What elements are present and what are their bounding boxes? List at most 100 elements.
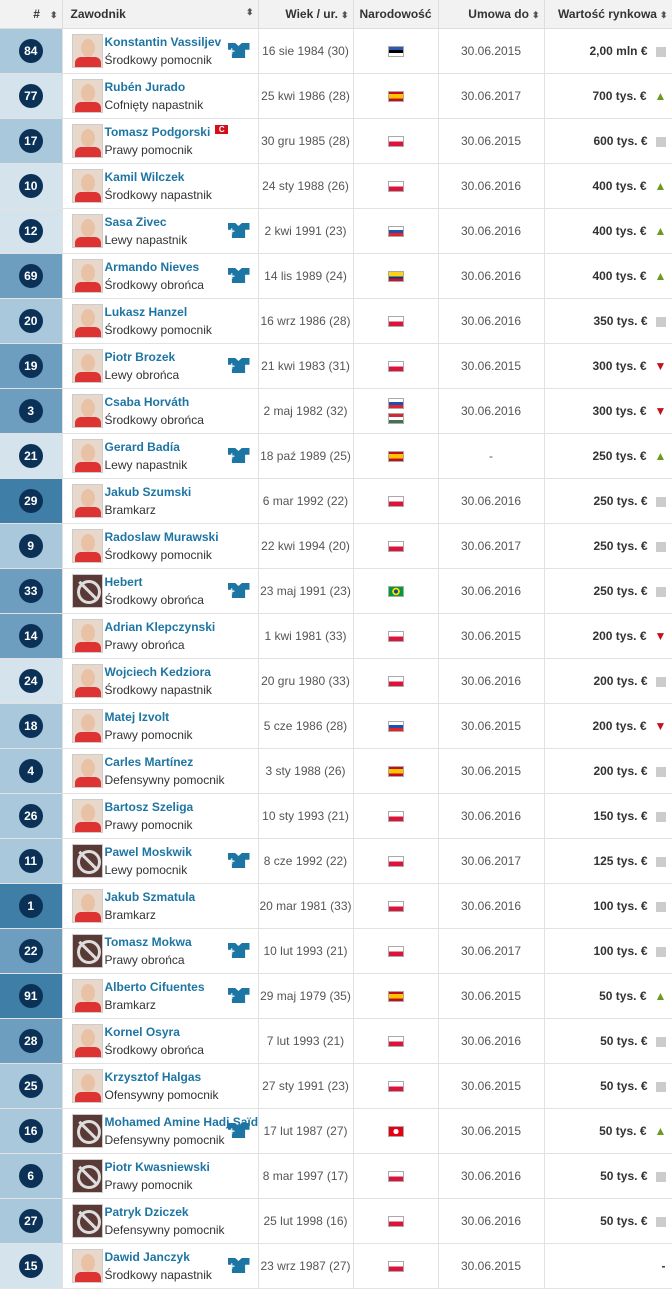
market-value[interactable]: 50 tys. € [600, 1034, 648, 1048]
player-name-link[interactable]: Bartosz Szeliga [104, 800, 194, 814]
market-value[interactable]: 200 tys. € [592, 629, 647, 643]
player-name-link[interactable]: Hebert [104, 575, 143, 589]
market-value[interactable]: 50 tys. € [600, 1079, 648, 1093]
player-name-link[interactable]: Carles Martínez [104, 755, 194, 769]
market-value[interactable]: 50 tys. € [599, 1124, 647, 1138]
market-value[interactable]: 400 tys. € [592, 269, 647, 283]
player-photo[interactable] [71, 79, 103, 113]
sort-age[interactable]: Wiek / ur. ⬍ [258, 0, 354, 29]
birth-date: 6 mar 1992 (22) [258, 478, 354, 524]
market-value[interactable]: 2,00 mln € [589, 44, 648, 58]
player-photo[interactable] [71, 484, 103, 518]
new-arrival-jersey-icon[interactable] [227, 223, 250, 238]
market-value[interactable]: 50 tys. € [600, 1169, 648, 1183]
player-photo[interactable] [71, 1249, 103, 1283]
market-value[interactable]: 100 tys. € [593, 944, 648, 958]
market-value[interactable]: 50 tys. € [600, 1214, 648, 1228]
player-photo[interactable] [71, 34, 103, 68]
player-name-link[interactable]: Kamil Wilczek [104, 170, 185, 184]
new-arrival-jersey-icon[interactable] [227, 943, 250, 958]
player-photo[interactable] [71, 259, 103, 293]
player-photo[interactable] [71, 304, 103, 338]
shirt-number: 3 [18, 399, 43, 423]
market-value[interactable]: 200 tys. € [593, 674, 648, 688]
player-name-link[interactable]: Mohamed Amine Hadj Saïd [104, 1115, 259, 1129]
market-value[interactable]: 700 tys. € [592, 89, 647, 103]
player-name-link[interactable]: Krzysztof Halgas [104, 1070, 202, 1084]
market-value[interactable]: 50 tys. € [599, 989, 647, 1003]
new-arrival-jersey-icon[interactable] [227, 988, 250, 1003]
new-arrival-jersey-icon[interactable] [227, 448, 250, 463]
player-name-link[interactable]: Armando Nieves [104, 260, 200, 274]
player-photo[interactable] [71, 979, 103, 1013]
nationality-cell [353, 163, 439, 209]
player-photo[interactable] [71, 709, 103, 743]
player-photo[interactable] [71, 754, 103, 788]
player-name-link[interactable]: Konstantin Vassiljev [104, 35, 222, 49]
market-value[interactable]: 200 tys. € [593, 764, 648, 778]
player-name-link[interactable]: Matej Izvolt [104, 710, 170, 724]
market-value[interactable]: 300 tys. € [592, 359, 647, 373]
player-name-link[interactable]: Lukasz Hanzel [104, 305, 188, 319]
player-cell: Gerard Badía Lewy napastnik [62, 433, 259, 479]
player-photo[interactable] [71, 889, 103, 923]
market-value[interactable]: - [661, 1259, 666, 1273]
player-photo[interactable] [71, 529, 103, 563]
player-photo[interactable] [71, 124, 103, 158]
player-photo[interactable] [71, 169, 103, 203]
player-name-link[interactable]: Dawid Janczyk [104, 1250, 190, 1264]
player-name-link[interactable]: Tomasz Podgorski [104, 125, 211, 139]
player-name-link[interactable]: Patryk Dziczek [104, 1205, 189, 1219]
player-name-link[interactable]: Adrian Klepczynski [104, 620, 216, 634]
market-value[interactable]: 400 tys. € [592, 224, 647, 238]
player-name-link[interactable]: Piotr Kwasniewski [104, 1160, 210, 1174]
player-name-link[interactable]: Kornel Osyra [104, 1025, 180, 1039]
sort-contract[interactable]: Umowa do ⬍ [438, 0, 545, 29]
sort-player[interactable]: Zawodnik ⬍ [62, 0, 259, 29]
sort-value[interactable]: Wartość rynkowa ⬍ [544, 0, 672, 29]
player-photo[interactable] [71, 349, 103, 383]
player-photo[interactable] [71, 664, 103, 698]
player-name-link[interactable]: Jakub Szmatula [104, 890, 196, 904]
new-arrival-jersey-icon[interactable] [227, 358, 250, 373]
player-photo[interactable] [71, 619, 103, 653]
new-arrival-jersey-icon[interactable] [227, 268, 250, 283]
market-value[interactable]: 250 tys. € [592, 449, 647, 463]
market-value[interactable]: 250 tys. € [593, 584, 648, 598]
market-value[interactable]: 150 tys. € [593, 809, 648, 823]
new-arrival-jersey-icon[interactable] [227, 1258, 250, 1273]
player-name-link[interactable]: Gerard Badía [104, 440, 180, 454]
new-arrival-jersey-icon[interactable] [227, 43, 250, 58]
player-photo[interactable] [71, 1024, 103, 1058]
player-photo[interactable] [71, 214, 103, 248]
market-value[interactable]: 300 tys. € [592, 404, 647, 418]
player-name-link[interactable]: Tomasz Mokwa [104, 935, 192, 949]
player-name-link[interactable]: Sasa Zivec [104, 215, 167, 229]
market-value[interactable]: 400 tys. € [592, 179, 647, 193]
player-photo[interactable] [71, 1069, 103, 1103]
market-value[interactable]: 250 tys. € [593, 539, 648, 553]
market-value[interactable]: 350 tys. € [593, 314, 648, 328]
player-name-link[interactable]: Jakub Szumski [104, 485, 192, 499]
player-name-link[interactable]: Wojciech Kedziora [104, 665, 211, 679]
player-photo[interactable] [71, 439, 103, 473]
player-name-link[interactable]: Csaba Horváth [104, 395, 190, 409]
player-name-link[interactable]: Pawel Moskwik [104, 845, 192, 859]
market-value[interactable]: 250 tys. € [593, 494, 648, 508]
player-photo[interactable] [71, 394, 103, 428]
new-arrival-jersey-icon[interactable] [227, 583, 250, 598]
player-name-link[interactable]: Rubén Jurado [104, 80, 186, 94]
sort-number[interactable]: # ⬍ [0, 0, 63, 29]
player-photo[interactable] [71, 799, 103, 833]
birth-date: 16 wrz 1986 (28) [258, 298, 354, 344]
market-value[interactable]: 100 tys. € [593, 899, 648, 913]
birth-date: 20 gru 1980 (33) [258, 658, 354, 704]
market-value[interactable]: 125 tys. € [593, 854, 648, 868]
player-name-link[interactable]: Radoslaw Murawski [104, 530, 219, 544]
new-arrival-jersey-icon[interactable] [227, 853, 250, 868]
player-cell: Tomasz Podgorski C Prawy pomocnik [62, 118, 259, 164]
market-value[interactable]: 200 tys. € [592, 719, 647, 733]
player-name-link[interactable]: Piotr Brozek [104, 350, 176, 364]
market-value[interactable]: 600 tys. € [593, 134, 648, 148]
player-name-link[interactable]: Alberto Cifuentes [104, 980, 205, 994]
